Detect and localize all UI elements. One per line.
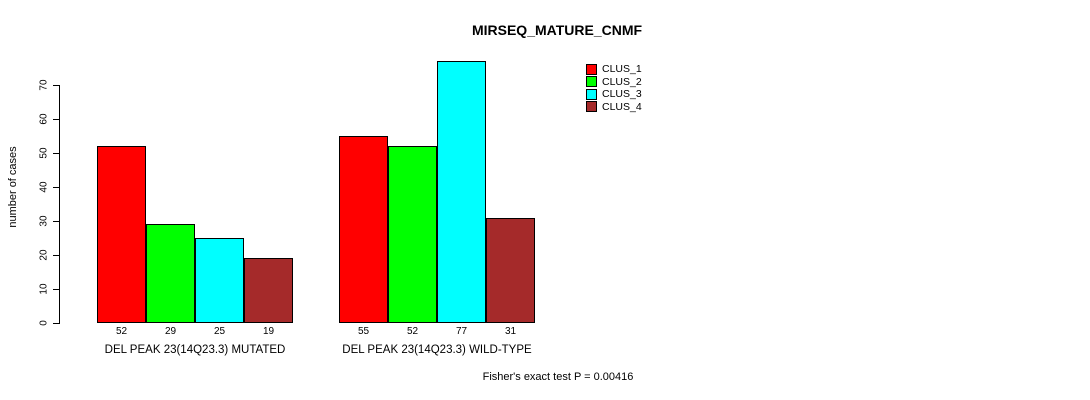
bar-value-label: 19 xyxy=(262,326,275,337)
legend-swatch-icon xyxy=(586,76,597,88)
legend-label: CLUS_1 xyxy=(602,63,642,76)
y-axis-line xyxy=(59,85,60,324)
y-tick-label: 50 xyxy=(38,147,50,159)
bar-clus_1-group1 xyxy=(97,146,146,323)
y-tick-label: 40 xyxy=(38,181,50,193)
y-tick-mark xyxy=(53,187,59,188)
bar-value-label: 52 xyxy=(115,326,128,337)
y-axis-label: number of cases xyxy=(7,146,19,228)
legend-item-clus_1: CLUS_1 xyxy=(586,63,642,76)
bar-value-label: 55 xyxy=(357,326,370,337)
legend-swatch-icon xyxy=(586,63,597,75)
group-label: DEL PEAK 23(14Q23.3) MUTATED xyxy=(104,344,286,356)
y-tick-label: 20 xyxy=(38,249,50,261)
chart-title: MIRSEQ_MATURE_CNMF xyxy=(471,22,643,38)
y-tick-mark xyxy=(53,221,59,222)
bar-value-label: 25 xyxy=(213,326,226,337)
bar-value-label: 29 xyxy=(164,326,177,337)
legend-swatch-icon xyxy=(586,88,597,100)
y-tick-label: 30 xyxy=(38,215,50,227)
bar-clus_2-group2 xyxy=(388,146,437,323)
bar-clus_3-group2 xyxy=(437,61,486,323)
legend-label: CLUS_4 xyxy=(602,100,642,113)
group-label: DEL PEAK 23(14Q23.3) WILD-TYPE xyxy=(342,344,532,356)
legend-item-clus_2: CLUS_2 xyxy=(586,76,642,89)
bar-clus_3-group1 xyxy=(195,238,244,323)
legend-swatch-icon xyxy=(586,101,597,113)
legend-item-clus_3: CLUS_3 xyxy=(586,88,642,101)
legend-item-clus_4: CLUS_4 xyxy=(586,101,642,114)
y-tick-label: 10 xyxy=(38,283,50,295)
bar-clus_2-group1 xyxy=(146,224,195,323)
y-tick-label: 0 xyxy=(38,320,50,326)
y-tick-label: 70 xyxy=(38,79,50,91)
bar-value-label: 52 xyxy=(406,326,419,337)
y-tick-mark xyxy=(53,153,59,154)
bar-clus_4-group2 xyxy=(486,218,535,323)
legend: CLUS_1 CLUS_2 CLUS_3 CLUS_4 xyxy=(586,63,642,113)
fisher-test-annotation: Fisher's exact test P = 0.00416 xyxy=(482,371,634,383)
bar-value-label: 31 xyxy=(504,326,517,337)
legend-label: CLUS_2 xyxy=(602,75,642,88)
y-tick-mark xyxy=(53,323,59,324)
y-tick-mark xyxy=(53,289,59,290)
y-tick-label: 60 xyxy=(38,113,50,125)
legend-label: CLUS_3 xyxy=(602,88,642,101)
bar-clus_4-group1 xyxy=(244,258,293,323)
bar-value-label: 77 xyxy=(455,326,468,337)
y-tick-mark xyxy=(53,85,59,86)
bar-clus_1-group2 xyxy=(339,136,388,323)
y-tick-mark xyxy=(53,119,59,120)
y-tick-mark xyxy=(53,255,59,256)
